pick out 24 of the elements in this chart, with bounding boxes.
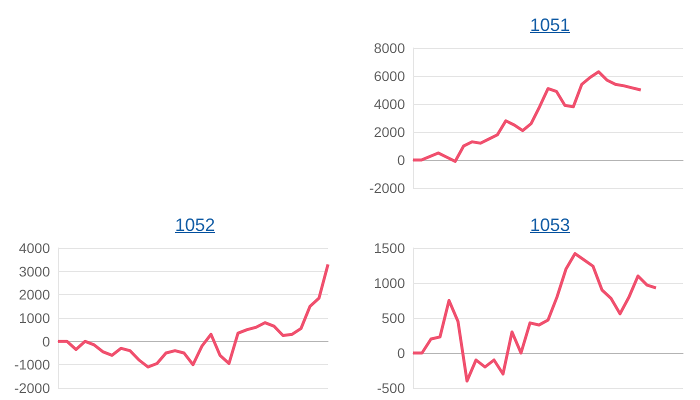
y-tick-label: 2000	[18, 286, 50, 303]
y-tick-label: -2000	[14, 380, 50, 396]
chart-title: 1051	[528, 14, 572, 37]
y-tick-label: 6000	[374, 68, 406, 84]
line-series	[412, 252, 658, 382]
chart-title: 1052	[174, 214, 216, 237]
y-tick-label: -2000	[369, 180, 406, 196]
y-tick-label: 3000	[18, 263, 50, 280]
y-tick-label: 4000	[374, 96, 406, 112]
y-tick-label: 8000	[374, 40, 406, 56]
y-tick-label: 0	[397, 152, 406, 168]
y-tick-label: -500	[376, 380, 406, 396]
line-series	[412, 70, 642, 163]
y-tick-label: 500	[382, 310, 406, 326]
line-series	[56, 262, 330, 368]
chart-title: 1053	[528, 214, 572, 237]
y-tick-label: -1000	[14, 356, 50, 373]
y-tick-label: 2000	[374, 124, 406, 140]
y-tick-label: 0	[397, 345, 406, 361]
y-tick-label: 1500	[374, 240, 406, 256]
y-tick-label: 0	[42, 333, 50, 350]
y-tick-label: 1000	[374, 275, 406, 291]
y-tick-label: 1000	[18, 310, 50, 326]
y-tick-label: 4000	[18, 240, 50, 256]
